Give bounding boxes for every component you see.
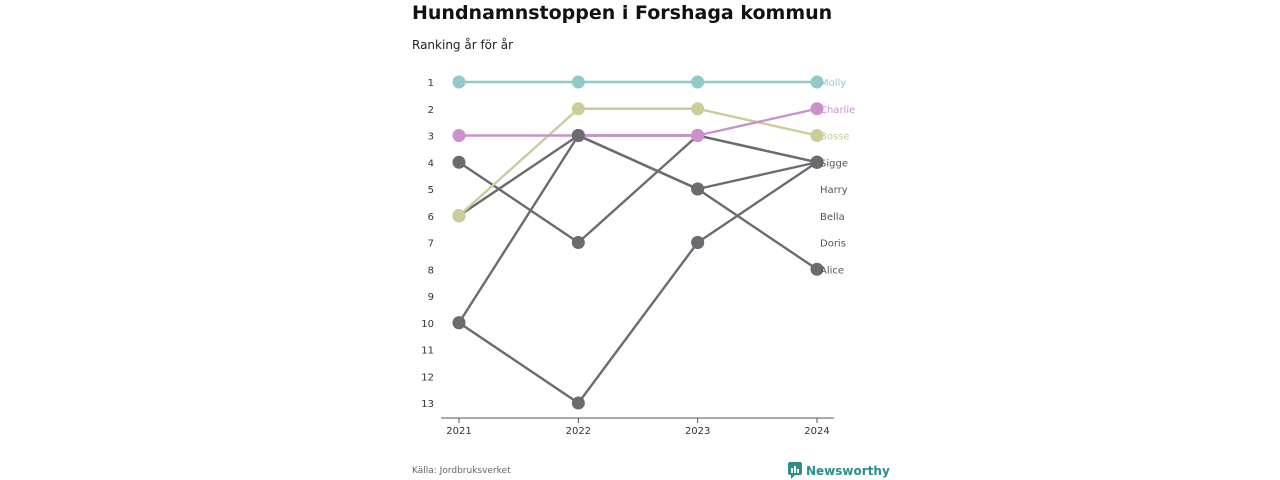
y-tick-label: 11: [421, 346, 434, 357]
series-point: [452, 209, 466, 223]
series-point: [810, 75, 824, 89]
series-point: [691, 129, 705, 142]
series-end-label: Molly: [820, 78, 846, 89]
series-end-label: Bosse: [820, 132, 850, 143]
series-end-label: Harry: [820, 185, 848, 196]
y-tick-label: 8: [428, 265, 434, 276]
series-point: [691, 182, 705, 196]
series-line: [457, 161, 819, 405]
series-line: [457, 134, 819, 244]
series-line: [457, 134, 819, 217]
series-point: [691, 102, 705, 116]
series-end-label: Charlie: [820, 105, 855, 116]
y-tick-label: 2: [428, 105, 434, 116]
series-end-label: Sigge: [820, 158, 848, 169]
y-tick-label: 3: [428, 132, 434, 143]
chart-subtitle: Ranking år för år: [412, 38, 514, 52]
y-tick-label: 13: [421, 399, 434, 410]
series-point: [452, 129, 466, 142]
y-tick-label: 12: [421, 372, 434, 383]
y-tick-label: 4: [428, 158, 434, 169]
series-point: [571, 236, 585, 249]
series-line: [457, 107, 819, 137]
x-tick-label: 2021: [446, 426, 471, 437]
source-note: Källa: Jordbruksverket: [412, 466, 511, 476]
series-point: [571, 75, 585, 89]
series-end-label: Doris: [820, 239, 846, 250]
series-point: [810, 155, 824, 169]
series-end-label: Alice: [820, 265, 844, 276]
chart-title: Hundnamnstoppen i Forshaga kommun: [412, 2, 833, 24]
series-end-label: Bella: [820, 212, 845, 223]
x-tick-label: 2023: [685, 426, 710, 437]
y-tick-label: 9: [428, 292, 434, 303]
series-point: [810, 102, 824, 116]
newsworthy-logo-icon: [788, 462, 802, 479]
brand-name: Newsworthy: [806, 464, 890, 478]
series-point: [810, 129, 824, 142]
series-point: [691, 236, 705, 249]
series-point: [571, 129, 585, 142]
series-line: [577, 134, 819, 271]
series-line: [457, 134, 819, 324]
series-point: [691, 75, 705, 89]
series-point: [571, 396, 585, 410]
series-point: [452, 155, 466, 169]
x-tick-label: 2022: [566, 426, 591, 437]
series-point: [810, 262, 824, 276]
y-tick-label: 6: [428, 212, 434, 223]
y-tick-label: 7: [428, 239, 434, 250]
y-tick-label: 10: [421, 319, 434, 330]
x-tick-label: 2024: [804, 426, 829, 437]
series-point: [452, 316, 466, 330]
series-point: [571, 102, 585, 116]
brand-link[interactable]: Newsworthy: [788, 462, 890, 480]
y-tick-label: 1: [428, 78, 434, 89]
series-point: [452, 75, 466, 89]
y-tick-label: 5: [428, 185, 434, 196]
